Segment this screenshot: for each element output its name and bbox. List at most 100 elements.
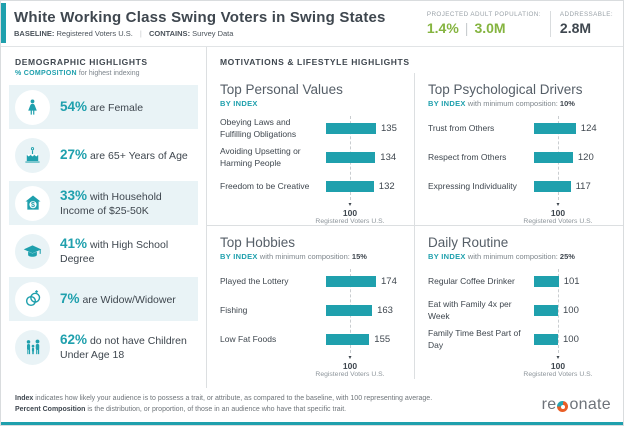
chart-subtitle: BY INDEX <box>220 99 412 108</box>
baseline-axis: ▾ 100 Registered Voters U.S. <box>498 355 618 379</box>
demographic-text: 54% are Female <box>60 98 192 116</box>
chart-bar <box>534 334 558 345</box>
baseline-tick: 100 <box>550 361 566 371</box>
composition-footnote-text: is the distribution, or proportion, of t… <box>87 406 347 413</box>
min-composition-value: 25% <box>559 252 575 261</box>
chart-bar <box>326 123 376 134</box>
chart-top-psychological-drivers: Top Psychological Drivers BY INDEX with m… <box>414 73 623 226</box>
demographic-percent: 27% <box>60 147 88 163</box>
family-icon <box>15 329 50 365</box>
motivations-section-title: MOTIVATIONS & LIFESTYLE HIGHLIGHTS <box>220 57 410 67</box>
demographic-percent: 41% <box>60 236 88 252</box>
house-income-icon: $ <box>15 185 50 221</box>
min-composition-text: with minimum composition: <box>467 252 558 261</box>
composition-label: % COMPOSITION <box>15 70 77 77</box>
min-composition-value: 15% <box>351 252 367 261</box>
baseline-tick: 100 <box>342 208 358 218</box>
chart-bar <box>326 276 376 287</box>
composition-footnote: Percent Composition is the distribution,… <box>15 405 432 416</box>
chart-bar <box>534 152 573 163</box>
baseline-label: Registered Voters U.S. <box>523 371 593 379</box>
chart-row-label: Regular Coffee Drinker <box>428 275 515 286</box>
chart-bar-value: 132 <box>378 181 395 192</box>
chart-bar-value: 124 <box>580 123 597 134</box>
chart-row-label: Fishing <box>220 304 248 315</box>
chart-row-label: Obeying Laws and Fulfilling Obligations <box>220 117 297 139</box>
demographic-percent: 54% <box>60 99 88 115</box>
page-title: White Working Class Swing Voters in Swin… <box>14 9 386 26</box>
demographic-highlights-panel: DEMOGRAPHIC HIGHLIGHTS % COMPOSITION for… <box>1 47 207 388</box>
demographic-label: with Household Income of $25-50K <box>60 191 162 217</box>
svg-text:$: $ <box>31 201 35 209</box>
chart-bar <box>534 181 571 192</box>
chart-title: Daily Routine <box>428 235 509 250</box>
chart-bar-value: 135 <box>381 123 397 134</box>
baseline-label: Registered Voters U.S. <box>523 218 593 226</box>
demographic-label: do not have Children Under Age 18 <box>60 335 187 361</box>
composition-footnote-term: Percent Composition <box>15 406 86 413</box>
index-footnote: Index indicates how likely your audience… <box>15 394 432 405</box>
baseline-axis: ▾ 100 Registered Voters U.S. <box>290 355 410 379</box>
report-footer: Index indicates how likely your audience… <box>1 388 623 422</box>
chart-row: Respect from Others 120 <box>428 145 623 170</box>
stats-vertical-divider <box>549 10 551 37</box>
graduation-cap-icon <box>15 233 50 269</box>
demographic-percent: 7% <box>60 291 80 307</box>
chart-title: Top Hobbies <box>220 235 296 250</box>
demographic-label: are 65+ Years of Age <box>89 150 188 163</box>
chart-row: Played the Lottery 174 <box>220 269 416 294</box>
chart-row: Expressing Individuality 117 <box>428 174 623 199</box>
chart-row: Trust from Others 124 <box>428 116 623 141</box>
baseline-marker-icon: ▾ <box>556 355 560 361</box>
demographic-item: 7% are Widow/Widower <box>9 277 198 321</box>
chart-bar <box>326 305 373 316</box>
chart-bar <box>534 305 558 316</box>
chart-subtitle: BY INDEX with minimum composition: 25% <box>428 252 623 261</box>
chart-subtitle: BY INDEX with minimum composition: 15% <box>220 252 412 261</box>
demographic-text: 62% do not have Children Under Age 18 <box>60 331 192 362</box>
footnotes: Index indicates how likely your audience… <box>15 394 432 416</box>
chart-bar-value: 101 <box>563 276 580 287</box>
chart-plot: Played the Lottery 174 Fishing 163 Low Fat F… <box>220 269 416 379</box>
resonate-logo: re onate <box>542 396 611 414</box>
chart-row-label: Freedom to be Creative <box>220 180 310 191</box>
demographic-text: 7% are Widow/Widower <box>60 290 192 308</box>
bottom-accent-strip <box>1 422 623 425</box>
by-index-label: BY INDEX <box>220 252 258 261</box>
chart-top-personal-values: Top Personal Values BY INDEX Obeying Laws … <box>207 73 414 225</box>
chart-daily-routine: Daily Routine BY INDEX with minimum compo… <box>414 225 623 380</box>
baseline-tick: 100 <box>342 361 358 371</box>
projected-population-label: PROJECTED ADULT POPULATION: <box>426 11 541 18</box>
chart-row-label: Respect from Others <box>428 151 507 162</box>
baseline-tick: 100 <box>550 208 566 218</box>
stat-divider: | <box>464 20 469 36</box>
projected-count: 3.0M <box>474 20 506 36</box>
by-index-label: BY INDEX <box>220 99 258 108</box>
projected-population-stat: PROJECTED ADULT POPULATION: 1.4% | 3.0M <box>427 11 541 36</box>
logo-text-post: onate <box>569 396 611 413</box>
chart-top-hobbies: Top Hobbies BY INDEX with minimum composi… <box>207 225 414 379</box>
projected-percent: 1.4% <box>426 20 459 36</box>
baseline-label: Registered Voters U.S. <box>315 218 385 226</box>
addressable-value: 2.8M <box>559 20 592 36</box>
baseline-label: BASELINE: <box>14 29 55 38</box>
baseline-marker-icon: ▾ <box>348 355 352 361</box>
chart-bar <box>326 181 374 192</box>
demographic-label: are Widow/Widower <box>82 294 176 307</box>
index-footnote-text: indicates how likely your audience is to… <box>35 395 433 403</box>
header-meta: BASELINE: Registered Voters U.S. | CONTA… <box>14 29 386 38</box>
header-title-block: White Working Class Swing Voters in Swin… <box>14 9 386 38</box>
chart-row-label: Eat with Family 4x per Week <box>428 299 512 321</box>
logo-dot-icon <box>557 401 569 412</box>
chart-bar-value: 155 <box>374 334 391 345</box>
contains-value: Survey Data <box>192 29 234 38</box>
chart-bar-value: 100 <box>563 305 579 316</box>
chart-plot: Trust from Others 124 Respect from Others 1… <box>428 116 623 226</box>
by-index-label: BY INDEX <box>428 252 466 261</box>
chart-title: Top Psychological Drivers <box>428 82 583 97</box>
demographic-percent: 62% <box>60 332 88 348</box>
demographic-items-list: 54% are Female 27% are 65+ Years of Age $3… <box>9 85 198 369</box>
demographic-text: 27% are 65+ Years of Age <box>60 146 192 164</box>
demographic-item: 54% are Female <box>9 85 198 129</box>
by-index-label: BY INDEX <box>428 99 466 108</box>
